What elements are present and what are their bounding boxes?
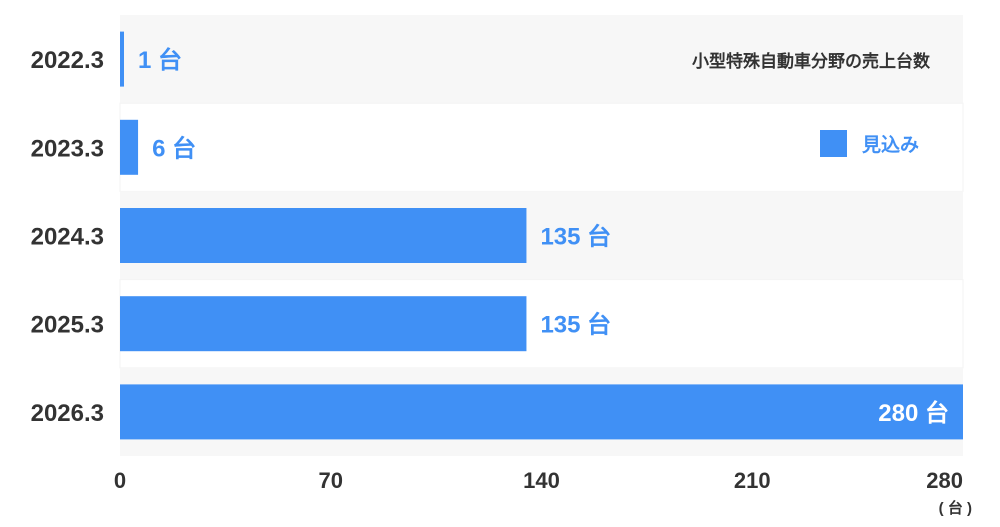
bar bbox=[120, 296, 527, 352]
x-axis-unit: ( 台 ) bbox=[939, 499, 972, 517]
legend-swatch bbox=[820, 130, 847, 157]
bar bbox=[120, 208, 527, 263]
row-band bbox=[120, 15, 963, 104]
category-label: 2025.3 bbox=[31, 312, 104, 339]
x-tick-label: 210 bbox=[734, 468, 771, 493]
bar bbox=[120, 384, 963, 440]
category-label: 2022.3 bbox=[31, 47, 104, 74]
bar bbox=[120, 119, 139, 175]
x-tick-label: 140 bbox=[523, 468, 560, 493]
x-tick-label: 70 bbox=[319, 468, 343, 493]
category-label: 2023.3 bbox=[31, 135, 104, 162]
x-tick-label: 280 bbox=[926, 468, 963, 493]
chart-title: 小型特殊自動車分野の売上台数 bbox=[692, 51, 931, 71]
value-label: 280 台 bbox=[878, 399, 949, 427]
value-label: 135 台 bbox=[540, 311, 611, 339]
category-label: 2026.3 bbox=[31, 400, 104, 427]
legend-label: 見込み bbox=[862, 134, 919, 156]
category-label: 2024.3 bbox=[31, 224, 104, 251]
x-tick-label: 0 bbox=[114, 468, 126, 493]
value-label: 135 台 bbox=[540, 223, 611, 251]
value-label: 6 台 bbox=[152, 134, 196, 162]
value-label: 1 台 bbox=[138, 46, 182, 74]
bar bbox=[120, 31, 124, 87]
